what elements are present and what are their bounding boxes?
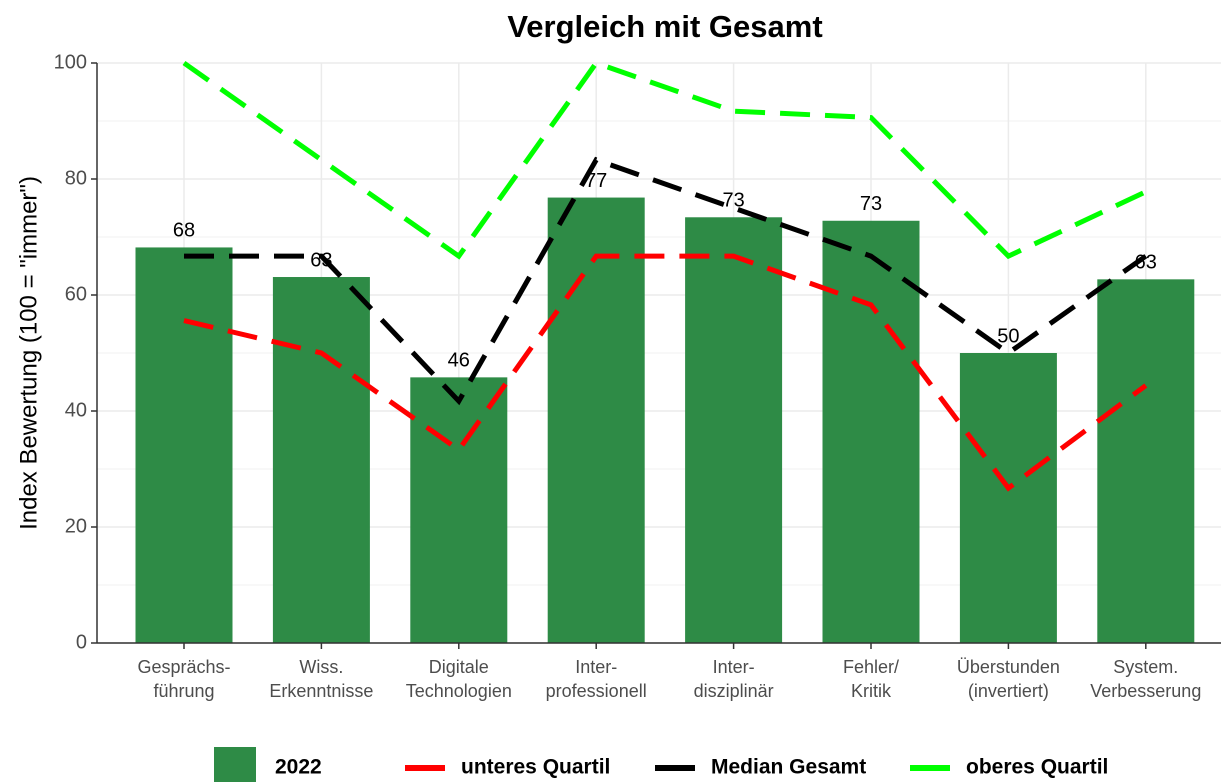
bar (1097, 279, 1195, 643)
x-tick-label-line: disziplinär (694, 681, 774, 701)
x-tick-label-line: Technologien (406, 681, 512, 701)
legend-label: Median Gesamt (711, 756, 866, 779)
x-tick-label-line: Fehler/ (843, 657, 899, 677)
data-label: 46 (448, 350, 470, 372)
x-tick-label: Fehler/Kritik (843, 657, 899, 701)
chart-title: Vergleich mit Gesamt (507, 9, 822, 44)
bar (135, 247, 233, 643)
x-tick-label: Überstunden (invertiert) (957, 657, 1060, 701)
x-tick-label-line: Gesprächs- (137, 657, 230, 677)
data-label: 63 (310, 249, 332, 271)
x-tick-label-line: Inter- (713, 657, 755, 677)
y-tick-label: 0 (76, 631, 87, 653)
x-tick-label-line: professionell (546, 681, 647, 701)
x-tick-label-line: Überstunden (957, 657, 1060, 677)
x-tick-label-line: Erkenntnisse (269, 681, 373, 701)
bar (959, 353, 1057, 643)
legend-swatch (214, 747, 256, 782)
x-tick-label-line: Wiss. (299, 657, 343, 677)
x-tick-label-line: führung (153, 681, 214, 701)
x-tick-label-line: (invertiert) (968, 681, 1049, 701)
x-tick-label-line: Inter- (575, 657, 617, 677)
data-label: 77 (585, 170, 607, 192)
y-tick-label: 80 (65, 167, 87, 189)
line-series (184, 156, 1148, 406)
bar (685, 217, 783, 643)
x-tick-label-line: Digitale (429, 657, 489, 677)
y-tick-label: 40 (65, 399, 87, 421)
data-label: 73 (860, 193, 882, 215)
line-series (182, 60, 1147, 260)
x-tick-label-line: Verbesserung (1090, 681, 1201, 701)
y-tick-label: 60 (65, 283, 87, 305)
y-tick-label: 100 (54, 51, 87, 73)
x-tick-label-line: System. (1113, 657, 1178, 677)
bar (272, 277, 370, 643)
data-label: 50 (997, 325, 1019, 347)
legend-label: unteres Quartil (461, 756, 610, 779)
legend-label: 2022 (275, 756, 322, 779)
data-label: 73 (722, 190, 744, 212)
y-axis-label: Index Bewertung (100 = "immer") (15, 176, 42, 530)
bar (547, 197, 645, 643)
x-tick-label-line: Kritik (851, 681, 892, 701)
x-tick-label: Gesprächs-führung (137, 657, 230, 701)
data-label: 63 (1135, 252, 1157, 274)
legend-label: oberes Quartil (966, 756, 1108, 779)
x-tick-label: Inter-professionell (546, 657, 647, 701)
x-tick-label: Inter-disziplinär (694, 657, 774, 701)
y-tick-label: 20 (65, 515, 87, 537)
x-tick-label: Wiss. Erkenntnisse (269, 657, 373, 701)
x-tick-label: System. Verbesserung (1090, 657, 1201, 701)
bar (822, 220, 920, 643)
x-tick-label: Digitale Technologien (406, 657, 512, 701)
bar (410, 377, 508, 643)
data-label: 68 (173, 220, 195, 242)
